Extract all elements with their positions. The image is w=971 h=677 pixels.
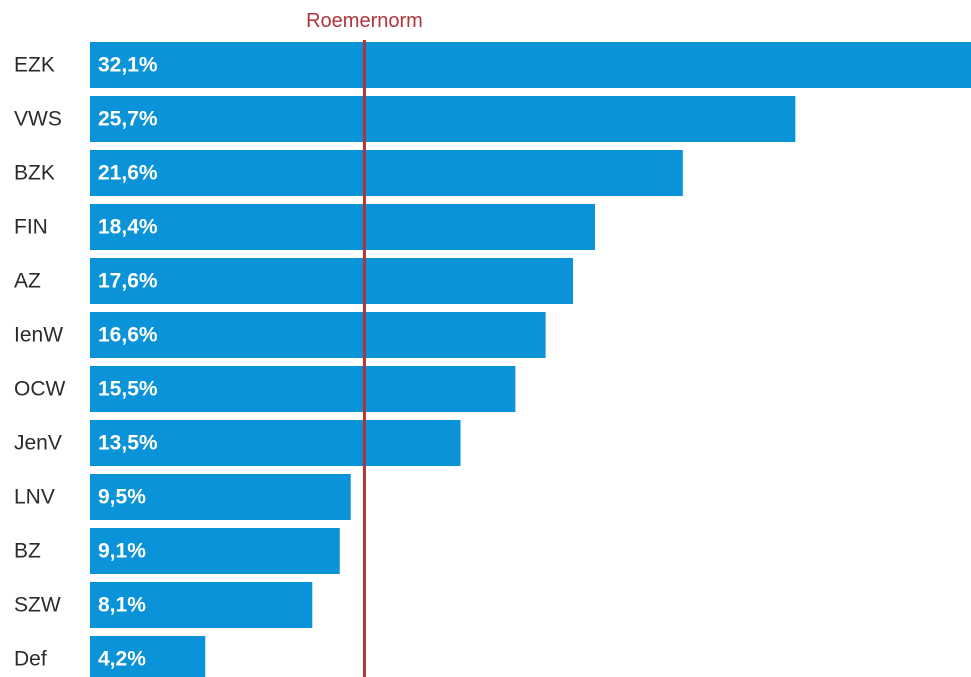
value-label-jenv: 13,5%: [98, 432, 158, 455]
category-label-vws: VWS: [14, 108, 62, 131]
value-label-bz: 9,1%: [98, 540, 146, 563]
category-label-fin: FIN: [14, 216, 48, 239]
category-label-lnv: LNV: [14, 486, 55, 509]
category-label-jenv: JenV: [14, 432, 62, 455]
category-labels-group: EZK VWS BZK FIN AZ IenW OCW JenV LNV BZ SZW Def: [14, 54, 66, 671]
value-label-bzk: 21,6%: [98, 162, 158, 185]
category-label-ienw: IenW: [14, 324, 63, 347]
value-label-ienw: 16,6%: [98, 324, 158, 347]
bar-ienw: [90, 312, 546, 358]
bar-bzk: [90, 150, 683, 196]
value-label-fin: 18,4%: [98, 216, 158, 239]
value-label-lnv: 9,5%: [98, 486, 146, 509]
category-label-az: AZ: [14, 270, 41, 293]
bar-az: [90, 258, 573, 304]
value-label-az: 17,6%: [98, 270, 158, 293]
category-label-szw: SZW: [14, 594, 61, 617]
roemernorm-label: Roemernorm: [306, 10, 423, 32]
value-label-def: 4,2%: [98, 648, 146, 671]
category-label-ezk: EZK: [14, 54, 55, 77]
bar-vws: [90, 96, 795, 142]
value-label-vws: 25,7%: [98, 108, 158, 131]
category-label-bzk: BZK: [14, 162, 55, 185]
bar-ezk: [90, 42, 971, 88]
value-label-ocw: 15,5%: [98, 378, 158, 401]
value-label-ezk: 32,1%: [98, 54, 158, 77]
value-labels-group: 32,1% 25,7% 21,6% 18,4% 17,6% 16,6% 15,5% 13,5%…: [98, 54, 158, 671]
category-label-def: Def: [14, 648, 47, 671]
category-label-bz: BZ: [14, 540, 41, 563]
category-label-ocw: OCW: [14, 378, 66, 401]
bars-group: [90, 42, 971, 677]
value-label-szw: 8,1%: [98, 594, 146, 617]
bar-fin: [90, 204, 595, 250]
